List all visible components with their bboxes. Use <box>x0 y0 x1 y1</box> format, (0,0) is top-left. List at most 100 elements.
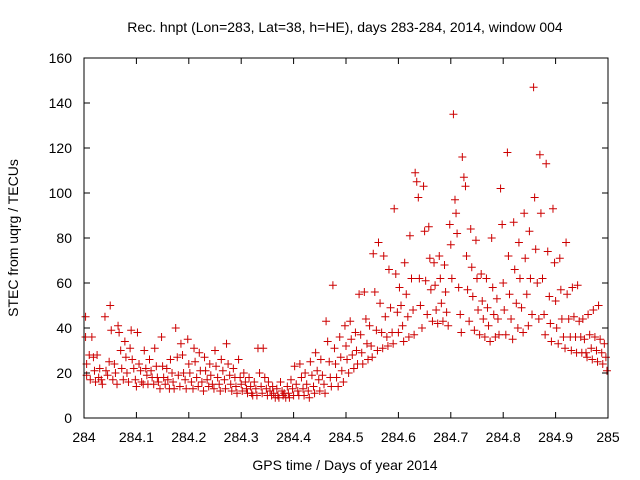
data-point <box>430 258 439 267</box>
data-point <box>93 351 102 359</box>
data-point <box>348 351 357 359</box>
y-tick-label: 100 <box>49 185 73 201</box>
data-point <box>405 231 414 240</box>
data-point <box>121 353 130 362</box>
data-point <box>355 290 364 299</box>
data-point <box>293 387 302 395</box>
data-point <box>384 265 393 274</box>
data-point <box>369 249 378 258</box>
data-point <box>272 384 281 393</box>
x-axis-title: GPS time / Days of year 2014 <box>252 457 437 473</box>
data-point <box>580 335 589 344</box>
data-point <box>200 353 209 362</box>
data-point <box>195 348 204 357</box>
data-point <box>245 373 254 382</box>
data-point <box>103 371 112 380</box>
data-point <box>491 333 500 341</box>
data-point <box>352 346 361 355</box>
data-point <box>479 315 488 323</box>
data-point <box>169 378 178 386</box>
data-point <box>509 218 518 227</box>
data-point <box>340 321 349 330</box>
data-point <box>414 193 423 202</box>
data-point <box>378 344 387 353</box>
data-point <box>504 252 513 260</box>
data-point <box>206 371 215 380</box>
data-point <box>211 346 219 355</box>
data-point <box>170 384 179 393</box>
data-point <box>377 328 386 337</box>
data-point <box>135 360 144 368</box>
data-point <box>128 355 137 364</box>
data-point <box>478 297 487 305</box>
data-point <box>503 148 512 157</box>
data-point <box>542 159 551 168</box>
x-tick-label: 284.1 <box>119 429 154 445</box>
data-point <box>398 321 407 330</box>
data-point <box>507 315 516 323</box>
data-point <box>313 366 322 375</box>
data-point <box>86 375 95 384</box>
data-point <box>162 364 171 373</box>
data-point <box>276 378 285 386</box>
data-point <box>468 292 477 301</box>
data-point <box>356 330 365 339</box>
data-point <box>323 337 332 346</box>
data-point <box>548 204 557 213</box>
data-point <box>246 382 255 391</box>
data-point <box>302 380 311 389</box>
data-point <box>192 373 201 382</box>
data-point <box>295 360 304 368</box>
data-point <box>410 330 419 339</box>
data-point <box>133 328 142 337</box>
data-point <box>510 265 519 274</box>
data-point <box>114 321 123 330</box>
data-point <box>105 357 114 366</box>
data-point <box>311 348 320 357</box>
data-point <box>342 342 350 350</box>
data-point <box>450 195 459 204</box>
data-point <box>224 360 233 368</box>
y-tick-label: 40 <box>56 320 72 336</box>
data-point <box>187 378 196 386</box>
data-point <box>528 310 537 319</box>
data-point <box>538 274 547 283</box>
data-point <box>540 310 549 319</box>
data-point <box>436 274 445 283</box>
data-point <box>431 281 440 290</box>
data-point <box>185 369 194 377</box>
data-point <box>513 324 522 332</box>
data-point <box>131 375 140 384</box>
data-point <box>149 380 158 389</box>
data-point <box>150 344 159 353</box>
data-point <box>347 335 356 344</box>
data-point <box>597 348 606 357</box>
data-point <box>474 306 483 314</box>
axis-ticks: 284 284.1 284.2 284.3 284.4 284.5 284.6 284.7 28… <box>49 50 620 445</box>
data-point <box>107 326 116 335</box>
data-point <box>456 310 465 319</box>
data-point <box>106 301 115 310</box>
y-tick-label: 20 <box>56 365 72 381</box>
data-point <box>315 387 324 395</box>
data-point <box>445 220 454 229</box>
data-point <box>403 312 412 321</box>
data-point <box>301 369 310 377</box>
data-point <box>174 371 183 380</box>
data-point <box>236 373 245 382</box>
data-point <box>531 245 540 254</box>
data-point <box>307 371 316 380</box>
data-point <box>389 339 398 348</box>
data-point <box>463 285 472 294</box>
x-tick-label: 285 <box>596 429 620 445</box>
data-point <box>404 333 413 341</box>
data-point <box>286 375 295 384</box>
data-point <box>390 204 399 213</box>
data-point <box>545 292 554 301</box>
y-tick-label: 60 <box>56 275 72 291</box>
data-point <box>372 326 381 335</box>
data-point <box>129 364 138 373</box>
data-point <box>576 333 585 341</box>
data-point <box>466 225 475 233</box>
data-point <box>314 375 323 384</box>
